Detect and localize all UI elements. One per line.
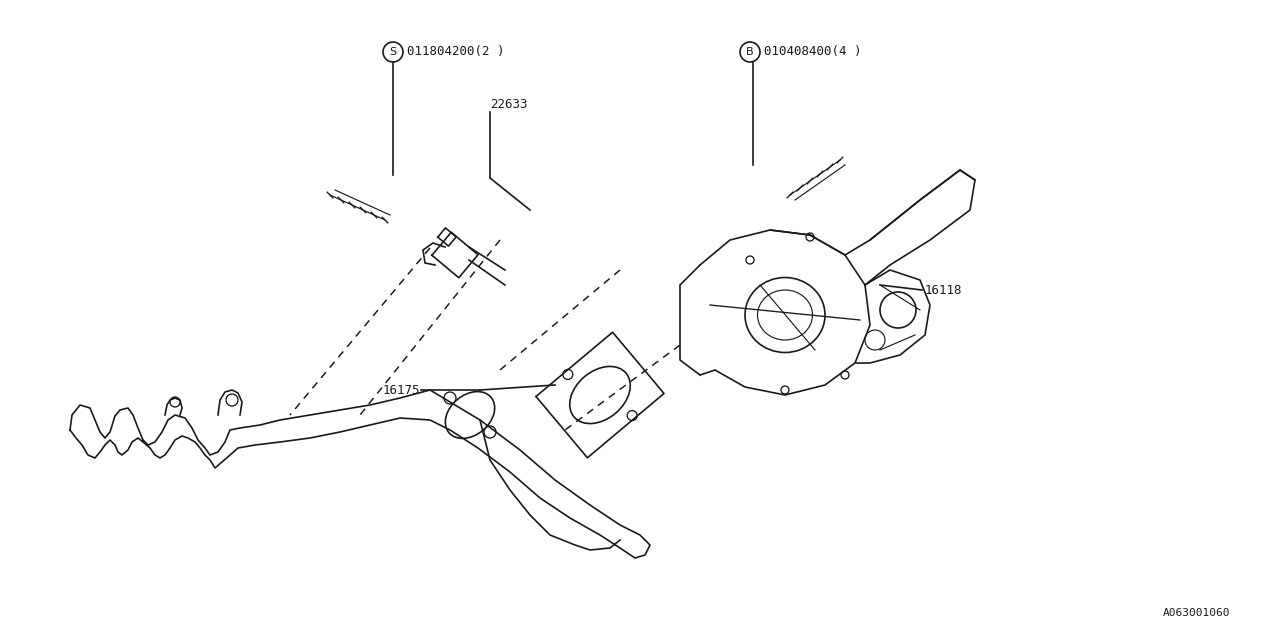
Text: 011804200(2 ): 011804200(2 ) xyxy=(407,45,504,58)
Text: A063001060: A063001060 xyxy=(1162,608,1230,618)
Text: B: B xyxy=(746,47,754,57)
Text: 22633: 22633 xyxy=(490,99,527,111)
Text: 16175: 16175 xyxy=(383,383,420,397)
Text: 010408400(4 ): 010408400(4 ) xyxy=(764,45,861,58)
Text: S: S xyxy=(389,47,397,57)
Text: 16118: 16118 xyxy=(925,284,963,296)
